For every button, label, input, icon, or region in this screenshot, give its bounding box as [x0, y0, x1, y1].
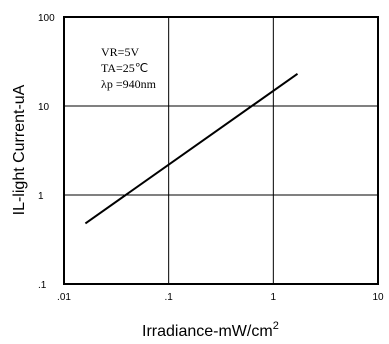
x-tick-label: 10 [372, 292, 384, 303]
conditions-box: VR=5V TA=25℃ λp =940nm [101, 45, 157, 91]
y-tick-label: .1 [38, 280, 47, 291]
x-tick-label: .1 [164, 292, 173, 303]
y-tick-label: 100 [38, 13, 55, 24]
x-axis-title-text: Irradiance-mW/cm [142, 323, 273, 340]
x-axis-title: Irradiance-mW/cm2 [142, 320, 279, 340]
y-axis-title: IL-light Current-uA [11, 84, 28, 215]
y-tick-label: 1 [38, 191, 44, 202]
data-line [84, 72, 299, 225]
x-tick-labels: .01 .1 1 10 [57, 292, 384, 303]
x-tick-label: 1 [271, 292, 277, 303]
condition-label: TA=25℃ [101, 61, 148, 75]
condition-label: λp =940nm [101, 77, 157, 91]
condition-label: VR=5V [101, 45, 139, 59]
x-tick-label: .01 [57, 292, 71, 303]
y-tick-label: 10 [38, 102, 50, 113]
plot-frame [63, 16, 379, 285]
grid [64, 17, 378, 284]
x-axis-title-superscript: 2 [273, 320, 279, 332]
y-tick-labels: .1 1 10 100 [38, 13, 55, 291]
